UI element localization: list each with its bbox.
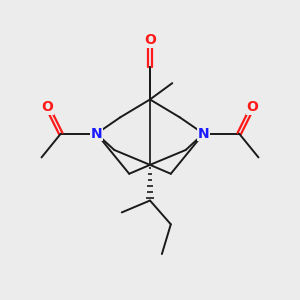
Text: O: O [247, 100, 259, 114]
Text: N: N [91, 127, 102, 141]
Text: N: N [198, 127, 209, 141]
Text: O: O [144, 33, 156, 47]
Text: O: O [41, 100, 53, 114]
